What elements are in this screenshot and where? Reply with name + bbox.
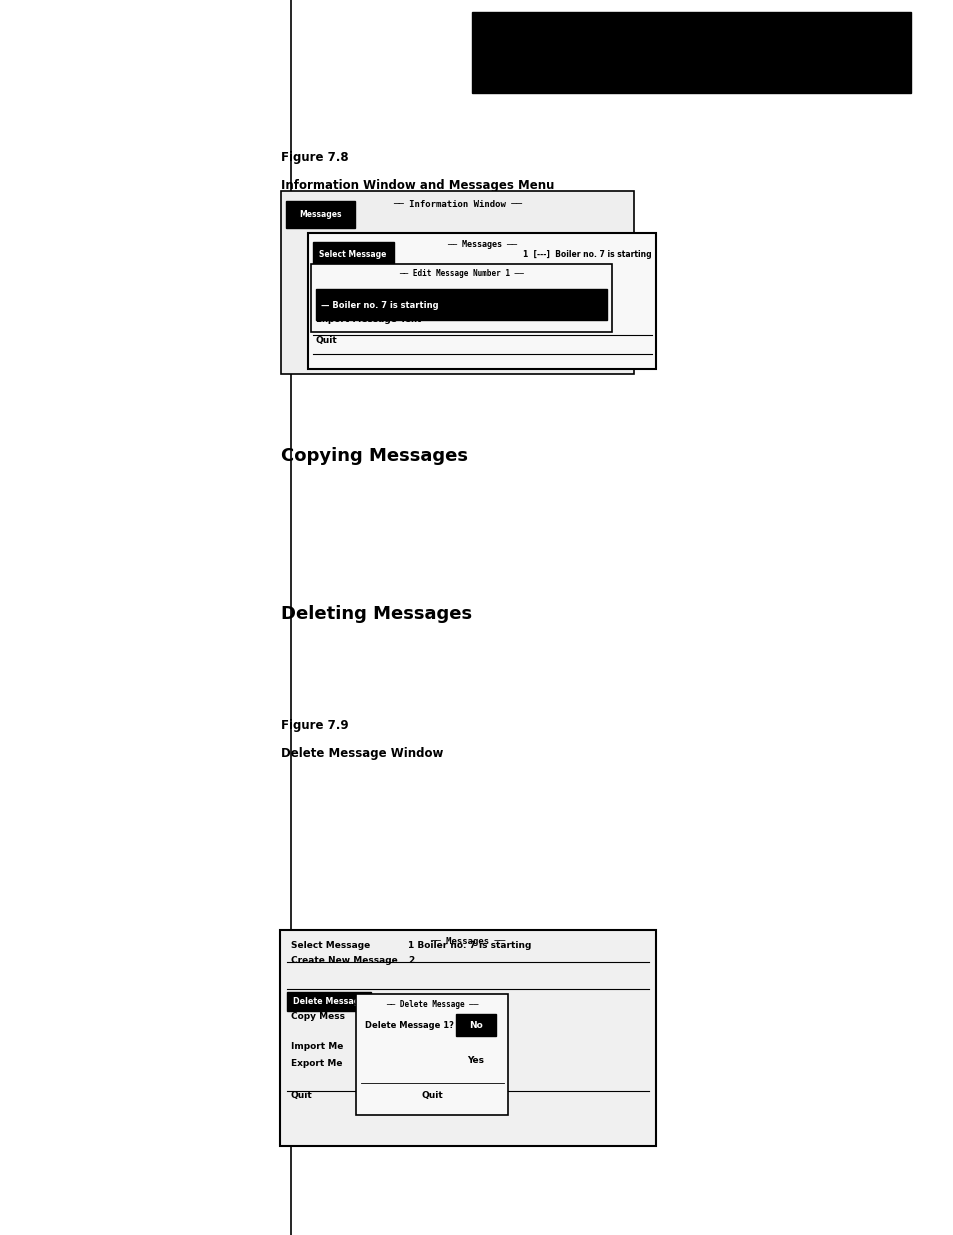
- Text: Quit: Quit: [421, 1091, 442, 1099]
- Text: Import Message Text: Import Message Text: [315, 303, 421, 311]
- Text: ── Messages ──: ── Messages ──: [447, 240, 517, 248]
- FancyBboxPatch shape: [281, 191, 634, 374]
- Text: Quit: Quit: [315, 336, 337, 345]
- Text: ── Information Window ──: ── Information Window ──: [393, 200, 522, 209]
- Text: Quit: Quit: [291, 1092, 313, 1100]
- Text: Delete Message: Delete Message: [293, 997, 365, 1007]
- Text: Select Message: Select Message: [291, 941, 370, 950]
- Text: Messages: Messages: [299, 210, 341, 220]
- Text: — Boiler no. 7 is starting: — Boiler no. 7 is starting: [320, 300, 437, 310]
- Text: Figure 7.8: Figure 7.8: [281, 151, 349, 164]
- Text: Delete Message Window: Delete Message Window: [281, 747, 443, 761]
- Text: Copy Mess: Copy Mess: [291, 1013, 345, 1021]
- Text: 1  [---]  Boiler no. 7 is starting: 1 [---] Boiler no. 7 is starting: [522, 249, 651, 259]
- Text: 1 Boiler no. 7 is starting: 1 Boiler no. 7 is starting: [408, 941, 531, 950]
- Text: Export Me: Export Me: [291, 1060, 342, 1068]
- Bar: [287, 992, 371, 1011]
- Bar: [315, 289, 606, 320]
- Text: Information and Alarm Windows: Information and Alarm Windows: [489, 62, 702, 75]
- Text: Delete Message 1?: Delete Message 1?: [365, 1021, 454, 1030]
- Text: Create New Message: Create New Message: [291, 956, 397, 965]
- Text: Figure 7.9: Figure 7.9: [281, 719, 349, 732]
- Text: Information Window and Messages Menu: Information Window and Messages Menu: [281, 179, 555, 193]
- Bar: [313, 242, 394, 267]
- FancyBboxPatch shape: [355, 994, 508, 1115]
- FancyBboxPatch shape: [308, 233, 656, 369]
- FancyBboxPatch shape: [279, 930, 656, 1146]
- Text: Select Message: Select Message: [319, 249, 386, 259]
- Text: Chapter 7: Chapter 7: [489, 31, 573, 46]
- Text: Export Message Text: Export Message Text: [315, 315, 420, 324]
- Bar: [286, 201, 355, 228]
- Text: Copying Messages: Copying Messages: [281, 447, 468, 466]
- Text: ── Messages ──: ── Messages ──: [430, 937, 505, 946]
- Text: 2: 2: [408, 956, 415, 965]
- Text: ── Delete Message ──: ── Delete Message ──: [386, 1000, 477, 1009]
- Text: No: No: [469, 1020, 482, 1030]
- Text: Import Me: Import Me: [291, 1042, 343, 1051]
- Bar: [472, 12, 910, 93]
- Bar: [456, 1014, 496, 1036]
- FancyBboxPatch shape: [311, 264, 611, 332]
- Text: ── Edit Message Number 1 ──: ── Edit Message Number 1 ──: [398, 269, 523, 278]
- Text: Yes: Yes: [467, 1056, 484, 1065]
- Text: Deleting Messages: Deleting Messages: [281, 605, 472, 624]
